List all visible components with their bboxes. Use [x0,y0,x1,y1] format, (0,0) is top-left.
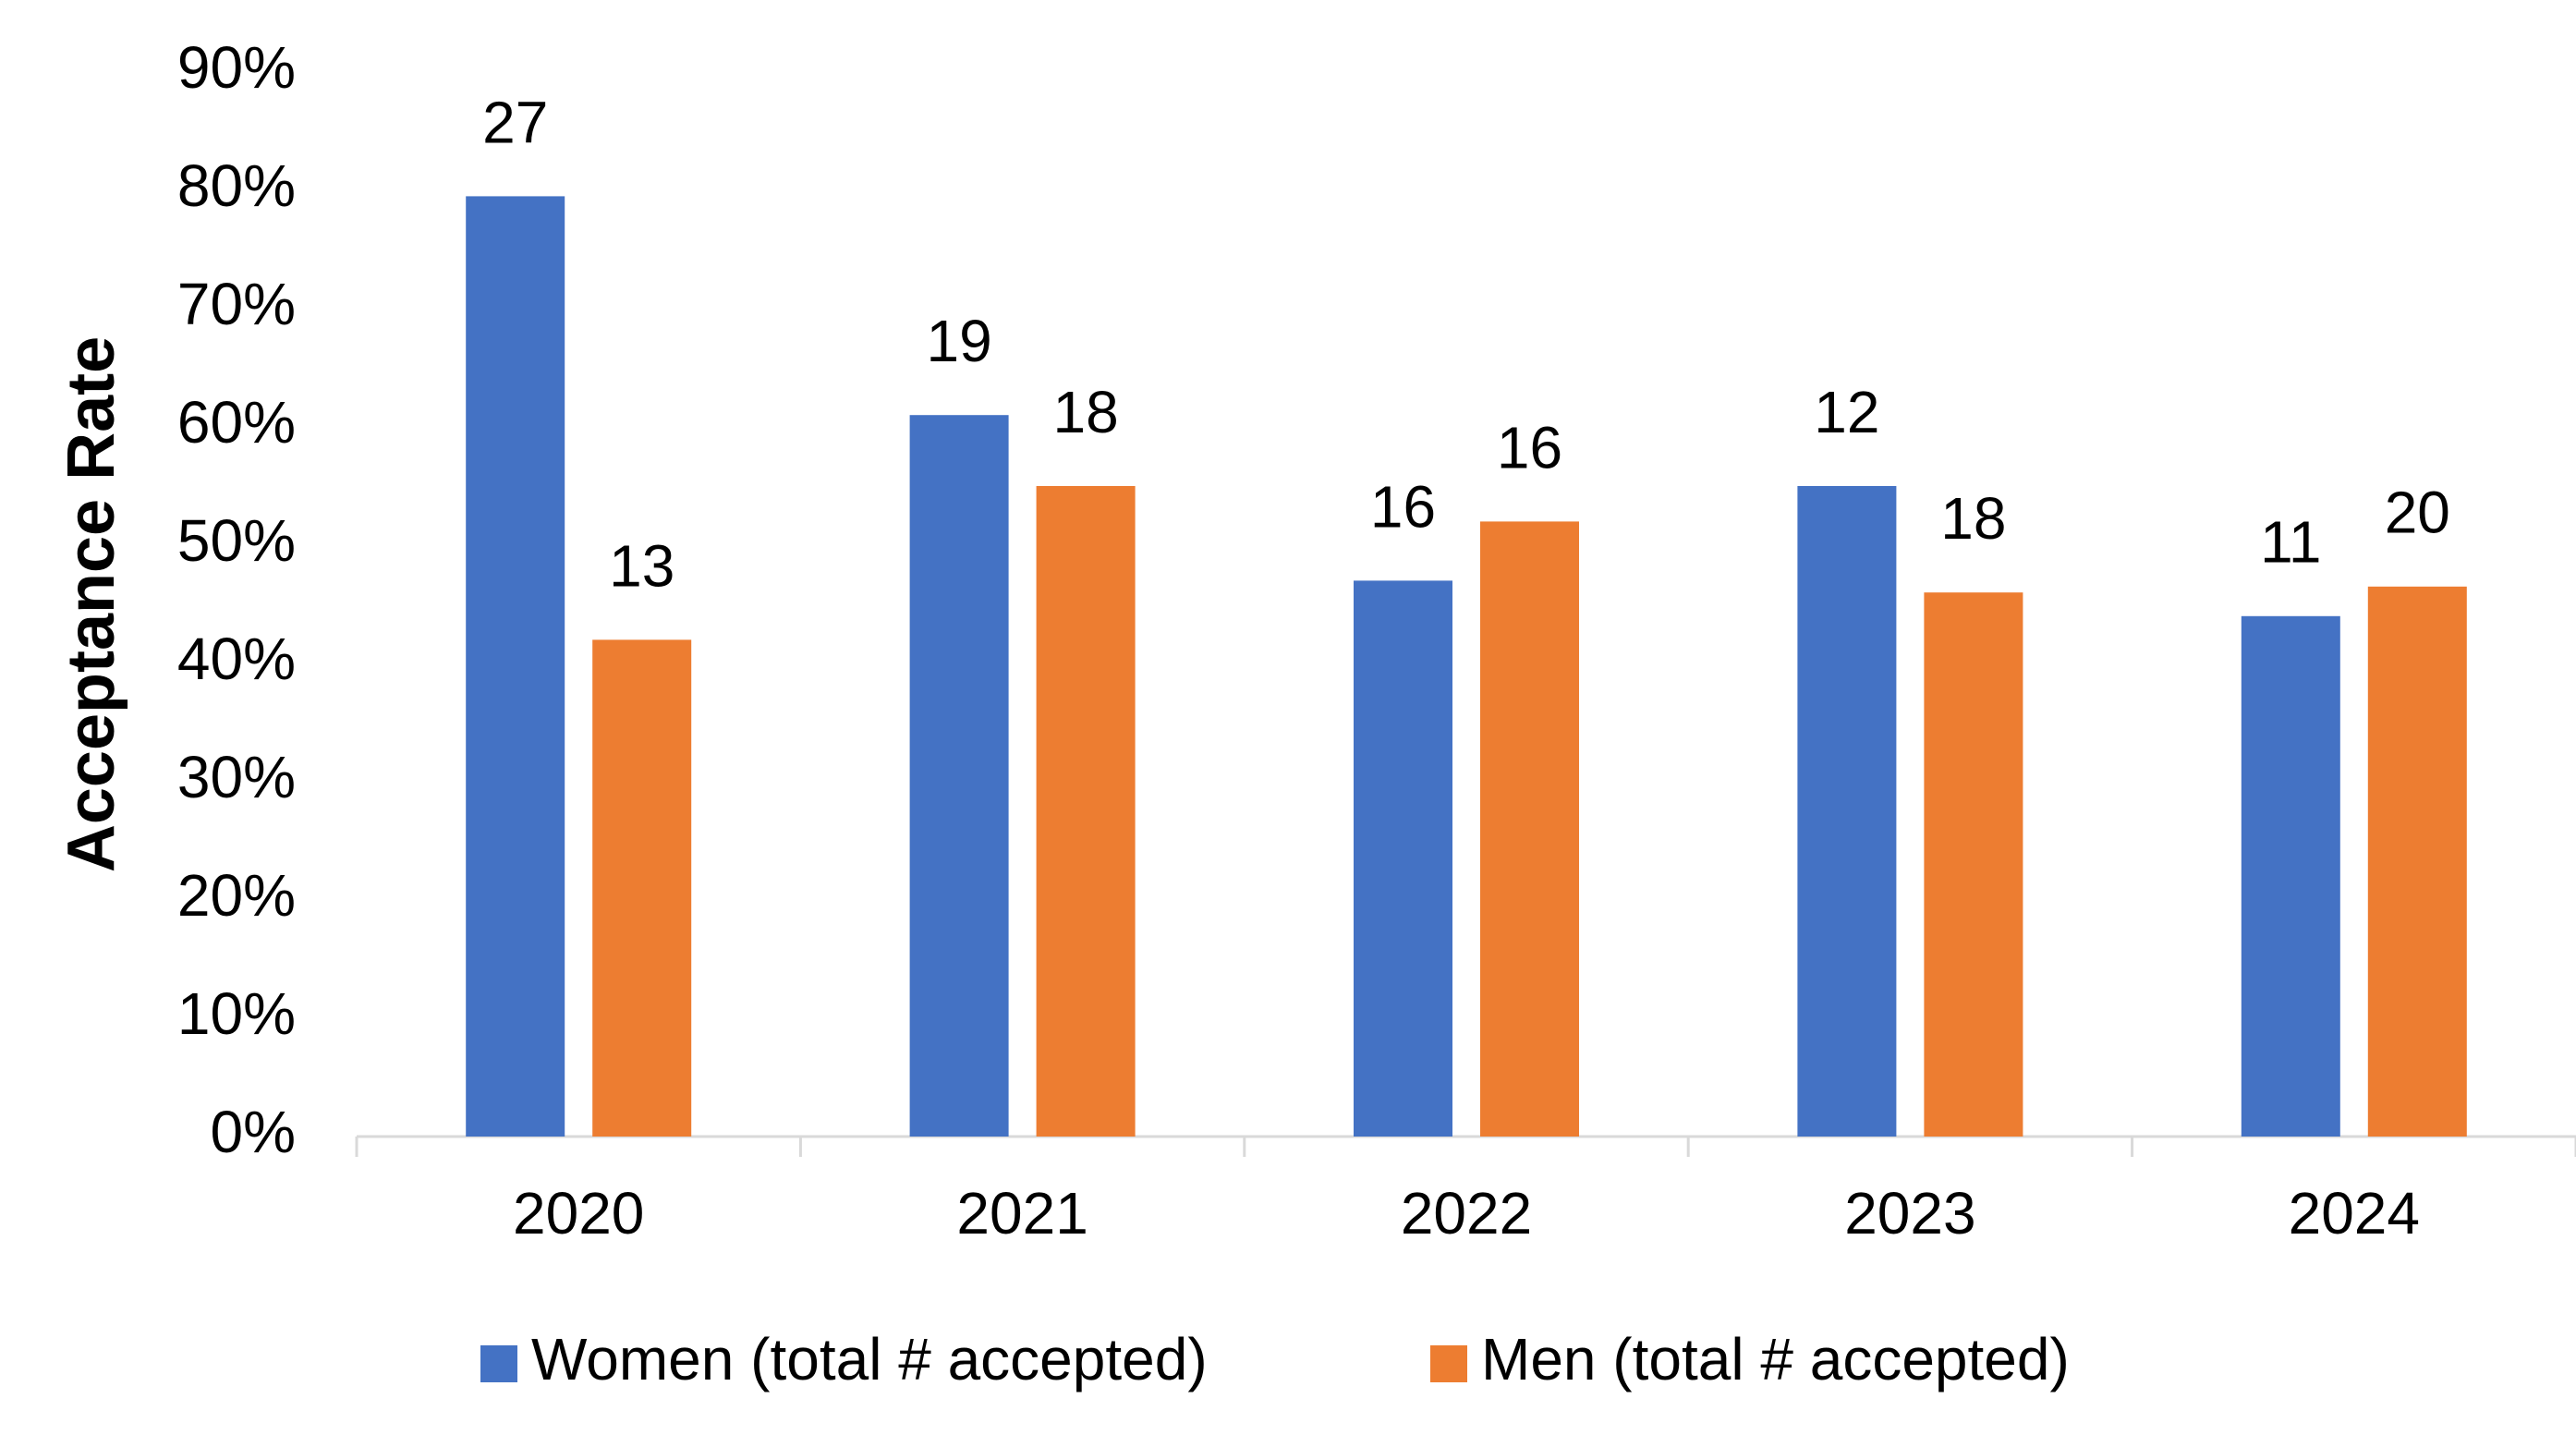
bar [592,639,692,1137]
x-tick-label: 2022 [1401,1180,1532,1246]
bar [466,196,565,1137]
data-label: 19 [927,308,992,374]
x-tick-label: 2024 [2289,1180,2420,1246]
bar [1797,486,1897,1137]
bar [1354,580,1452,1137]
x-tick-label: 2023 [1844,1180,1975,1246]
y-tick-label: 30% [177,744,296,810]
bar [2367,586,2467,1137]
legend-label: Men (total # accepted) [1481,1326,2070,1392]
legend-swatch [480,1345,517,1382]
bar [1924,592,2023,1137]
bar [1036,486,1136,1137]
y-tick-label: 10% [177,980,296,1047]
data-label: 16 [1370,473,1436,540]
bar [2241,615,2340,1137]
y-tick-label: 0% [211,1099,297,1165]
data-label: 20 [2385,480,2450,546]
data-label: 13 [609,532,674,599]
y-tick-label: 90% [177,34,296,101]
y-tick-label: 20% [177,862,296,929]
x-tick-label: 2020 [513,1180,644,1246]
legend-label: Women (total # accepted) [531,1326,1208,1392]
y-tick-label: 40% [177,626,296,692]
y-axis-title: Acceptance Rate [55,336,128,872]
data-label: 11 [2260,509,2321,576]
x-tick-label: 2021 [956,1180,1088,1246]
data-label: 18 [1053,379,1119,445]
data-label: 18 [1940,485,2006,552]
data-label: 16 [1497,414,1562,480]
data-label: 12 [1814,379,1879,445]
data-label: 27 [482,89,548,155]
bar [1480,521,1579,1137]
y-tick-label: 80% [177,152,296,219]
bar [909,415,1009,1137]
y-tick-label: 60% [177,389,296,456]
y-tick-label: 50% [177,507,296,574]
y-tick-label: 70% [177,271,296,337]
legend-swatch [1430,1345,1467,1382]
